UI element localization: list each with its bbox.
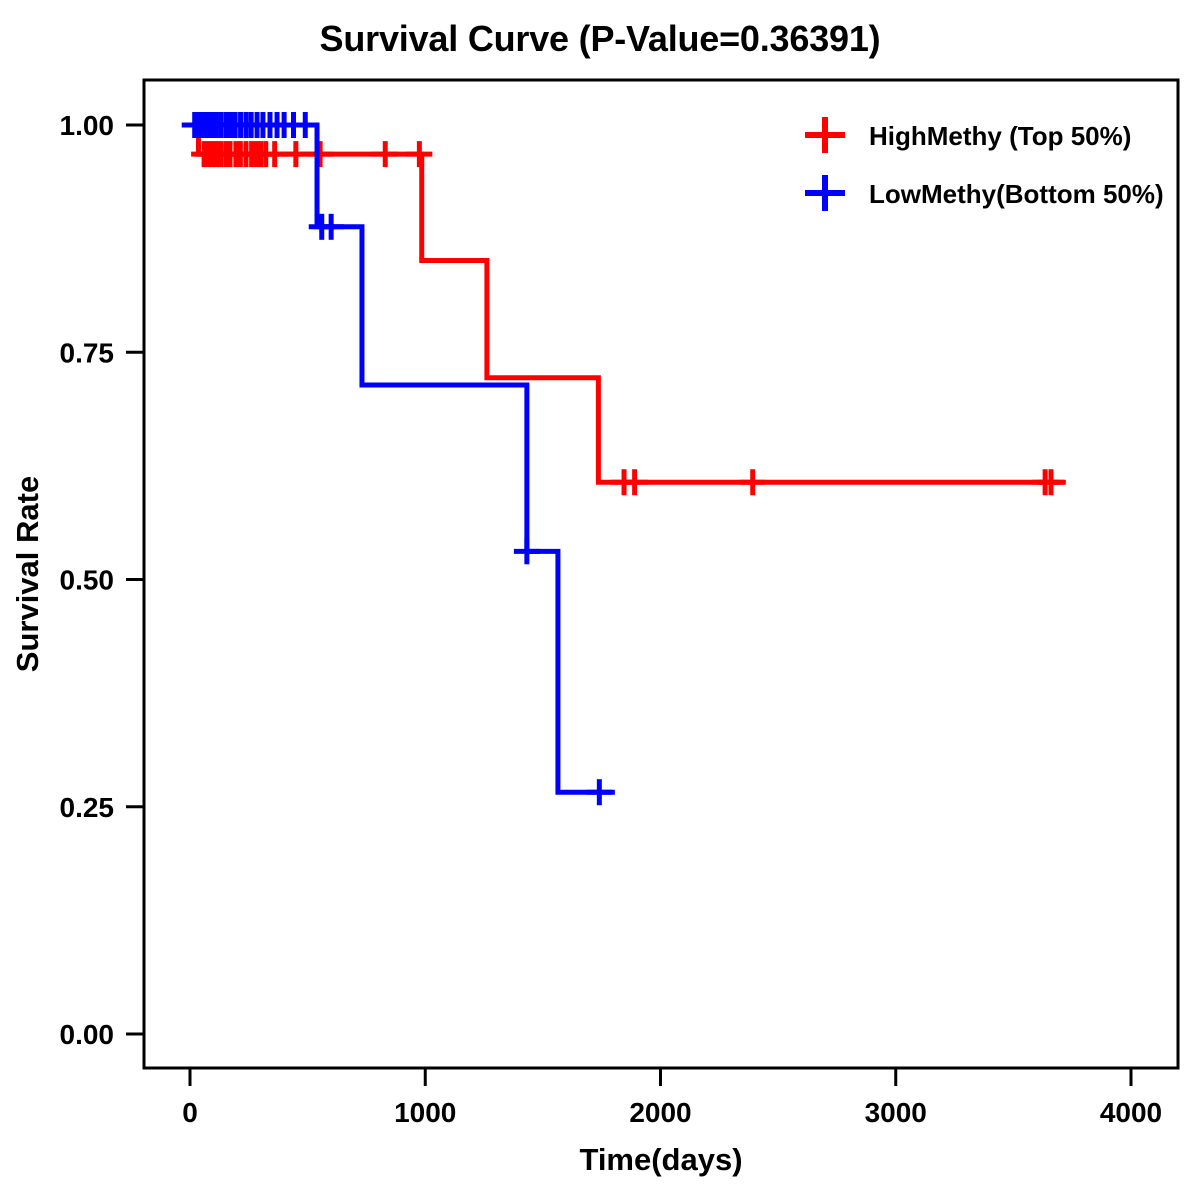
x-axis-title: Time(days) — [579, 1142, 742, 1177]
y-tick-label: 0.25 — [60, 792, 115, 823]
plot-frame — [142, 78, 1180, 1070]
survival-step-line-0 — [190, 122, 1066, 485]
y-tick-label: 0.00 — [60, 1019, 115, 1050]
y-axis-ticks: 0.00 0.25 0.50 0.75 1.00 — [60, 110, 144, 1050]
x-tick-label: 1000 — [394, 1097, 456, 1128]
legend-entry-1[interactable]: LowMethy(Bottom 50%) — [805, 175, 1164, 211]
censor-marks-0 — [191, 141, 1065, 496]
y-tick-label: 1.00 — [60, 110, 115, 141]
chart-legend[interactable]: HighMethy (Top 50%) LowMethy(Bottom 50%) — [805, 117, 1164, 211]
x-tick-label: 4000 — [1100, 1097, 1162, 1128]
y-tick-label: 0.75 — [60, 337, 115, 368]
x-axis-ticks: 0 1000 2000 3000 4000 — [182, 1068, 1162, 1128]
y-axis-title: Survival Rate — [10, 476, 45, 672]
x-tick-label: 2000 — [629, 1097, 691, 1128]
y-tick-label: 0.50 — [60, 565, 115, 596]
censor-marks-1 — [181, 112, 613, 806]
survival-step-line-1 — [190, 122, 615, 795]
x-tick-label: 3000 — [865, 1097, 927, 1128]
page-title: Survival Curve (P-Value=0.36391) — [319, 18, 881, 59]
legend-entry-0[interactable]: HighMethy (Top 50%) — [805, 117, 1131, 153]
legend-label: LowMethy(Bottom 50%) — [869, 179, 1164, 209]
legend-label: HighMethy (Top 50%) — [869, 121, 1131, 151]
x-tick-label: 0 — [182, 1097, 198, 1128]
series-layer — [181, 112, 1066, 806]
